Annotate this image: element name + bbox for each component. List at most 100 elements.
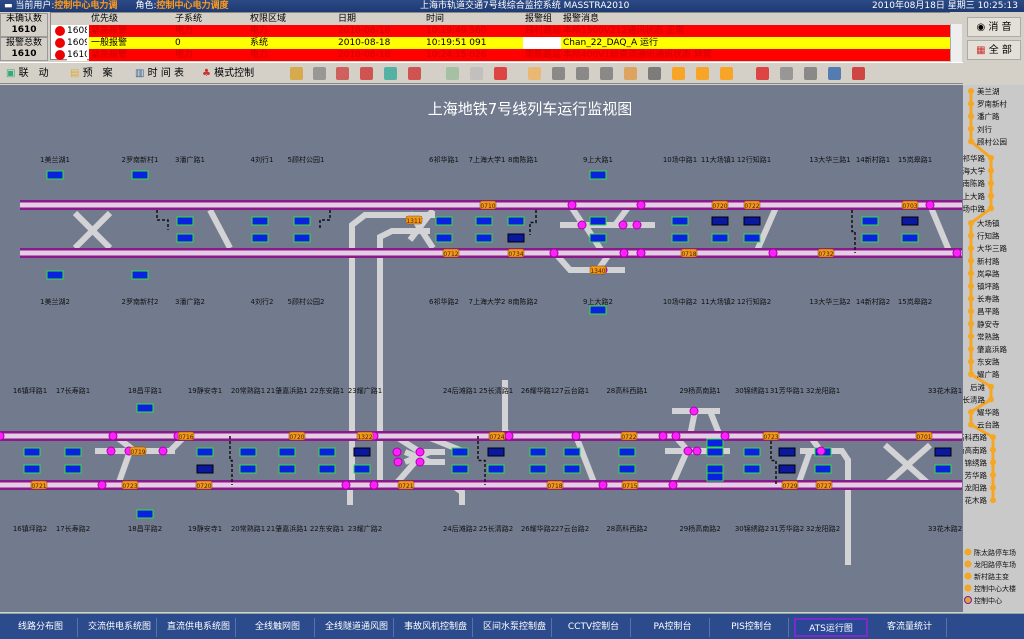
side-station-label[interactable]: 南陈路 bbox=[963, 178, 986, 188]
antenna-icon[interactable] bbox=[446, 67, 459, 80]
station-dot[interactable] bbox=[990, 434, 996, 441]
train-id-tag[interactable]: 0723 bbox=[762, 431, 780, 441]
station-dot[interactable] bbox=[968, 295, 974, 302]
station-dot[interactable] bbox=[968, 88, 974, 94]
train-id-tag[interactable]: 0703 bbox=[901, 200, 919, 210]
side-station-label[interactable]: 岚皋路 bbox=[977, 268, 1000, 278]
train-block[interactable] bbox=[487, 464, 505, 474]
train-block[interactable] bbox=[901, 233, 919, 243]
side-station-label[interactable]: 场中路 bbox=[963, 203, 986, 213]
train-id-tag[interactable]: 0722 bbox=[620, 431, 638, 441]
alarm-scrollbar[interactable] bbox=[950, 24, 962, 72]
switch-point[interactable] bbox=[952, 248, 962, 258]
switch-point[interactable] bbox=[392, 447, 402, 457]
train-block[interactable] bbox=[934, 447, 952, 457]
switch-point[interactable] bbox=[158, 446, 168, 456]
side-station-label[interactable]: 肇嘉浜路 bbox=[977, 344, 1007, 354]
tab-8[interactable]: PA控制台 bbox=[636, 618, 710, 637]
train-block[interactable] bbox=[23, 464, 41, 474]
train-block[interactable] bbox=[293, 233, 311, 243]
switch-point[interactable] bbox=[598, 480, 608, 490]
station-dot[interactable] bbox=[968, 320, 974, 327]
side-station-label[interactable]: 静安寺 bbox=[977, 319, 1000, 329]
side-station-label[interactable]: 芳华路 bbox=[965, 470, 988, 480]
tab-6[interactable]: 区间水泵控制盘 bbox=[478, 618, 552, 637]
train-id-tag[interactable]: 0720 bbox=[195, 480, 213, 490]
linkage-button[interactable]: ▣ 联 动 bbox=[6, 66, 49, 82]
train-id-tag[interactable]: 0719 bbox=[129, 446, 147, 456]
train-id-tag[interactable]: 0720 bbox=[288, 431, 306, 441]
train-block[interactable] bbox=[743, 447, 761, 457]
switch-point[interactable] bbox=[692, 446, 702, 456]
fit-icon[interactable] bbox=[624, 67, 637, 80]
switch-point[interactable] bbox=[549, 248, 559, 258]
switch-point[interactable] bbox=[571, 431, 581, 441]
switch-point[interactable] bbox=[632, 220, 642, 230]
side-station-label[interactable]: 镇坪路 bbox=[977, 281, 1000, 291]
train-block[interactable] bbox=[589, 170, 607, 180]
side-station-label[interactable]: 行知路 bbox=[977, 231, 1000, 241]
train-block[interactable] bbox=[176, 216, 194, 226]
switch-point[interactable] bbox=[393, 457, 403, 467]
switch-point[interactable] bbox=[658, 431, 668, 441]
train-block[interactable] bbox=[671, 233, 689, 243]
column-header[interactable]: 报警消息 bbox=[563, 14, 600, 24]
zoom-out-icon[interactable] bbox=[576, 67, 589, 80]
switch-point[interactable] bbox=[341, 480, 351, 490]
train-block[interactable] bbox=[743, 233, 761, 243]
tool-icon[interactable] bbox=[408, 67, 421, 80]
switch-point[interactable] bbox=[689, 406, 699, 416]
station-dot[interactable] bbox=[968, 333, 974, 340]
train-block[interactable] bbox=[814, 464, 832, 474]
train-block[interactable] bbox=[64, 447, 82, 457]
station-dot[interactable] bbox=[988, 396, 994, 403]
train-block[interactable] bbox=[901, 216, 919, 226]
station-dot[interactable] bbox=[968, 421, 974, 428]
train-block[interactable] bbox=[435, 233, 453, 243]
train-block[interactable] bbox=[778, 447, 796, 457]
train-block[interactable] bbox=[318, 447, 336, 457]
switch-point[interactable] bbox=[671, 431, 681, 441]
train-id-tag[interactable]: 1311 bbox=[405, 215, 423, 225]
next-icon[interactable] bbox=[720, 67, 733, 80]
train-id-tag[interactable]: 0718 bbox=[680, 248, 698, 258]
column-header[interactable]: 日期 bbox=[338, 14, 357, 24]
switch-point[interactable] bbox=[925, 200, 935, 210]
train-block[interactable] bbox=[435, 216, 453, 226]
timetable-button[interactable]: ▥ 时 间 表 bbox=[135, 66, 184, 82]
train-id-tag[interactable]: 1322 bbox=[356, 431, 374, 441]
plan-button[interactable]: ▤ 预 案 bbox=[70, 66, 113, 82]
train-block[interactable] bbox=[176, 233, 194, 243]
switch-point[interactable] bbox=[720, 431, 730, 441]
side-station-label[interactable]: 长清路 bbox=[963, 394, 986, 404]
station-dot[interactable] bbox=[990, 459, 996, 466]
refresh-icon[interactable] bbox=[852, 67, 865, 80]
hand-icon[interactable] bbox=[528, 67, 541, 80]
tab-9[interactable]: PIS控制台 bbox=[715, 618, 789, 637]
check-icon[interactable] bbox=[384, 67, 397, 80]
side-station-label[interactable]: 大华三路 bbox=[977, 243, 1007, 253]
column-header[interactable]: 子系统 bbox=[175, 14, 203, 24]
bar-icon[interactable] bbox=[470, 67, 483, 80]
train-block[interactable] bbox=[618, 464, 636, 474]
edit-icon[interactable] bbox=[290, 67, 303, 80]
train-block[interactable] bbox=[563, 447, 581, 457]
switch-point[interactable] bbox=[415, 447, 425, 457]
train-block[interactable] bbox=[251, 216, 269, 226]
train-block[interactable] bbox=[278, 447, 296, 457]
switch-point[interactable] bbox=[816, 446, 826, 456]
station-dot[interactable] bbox=[968, 125, 974, 132]
side-station-label[interactable]: 顾村公园 bbox=[977, 136, 1007, 146]
switch-point[interactable] bbox=[668, 480, 678, 490]
side-station-label[interactable]: 新村路 bbox=[977, 256, 1000, 266]
train-block[interactable] bbox=[46, 170, 64, 180]
train-block[interactable] bbox=[743, 216, 761, 226]
train-block[interactable] bbox=[239, 464, 257, 474]
train-block[interactable] bbox=[136, 403, 154, 413]
station-dot[interactable] bbox=[968, 113, 974, 120]
side-station-label[interactable]: 高科西路 bbox=[957, 432, 987, 442]
monitor-icon[interactable] bbox=[804, 67, 817, 80]
train-id-tag[interactable]: 1340 bbox=[589, 265, 607, 275]
zoom-reset-icon[interactable] bbox=[600, 67, 613, 80]
